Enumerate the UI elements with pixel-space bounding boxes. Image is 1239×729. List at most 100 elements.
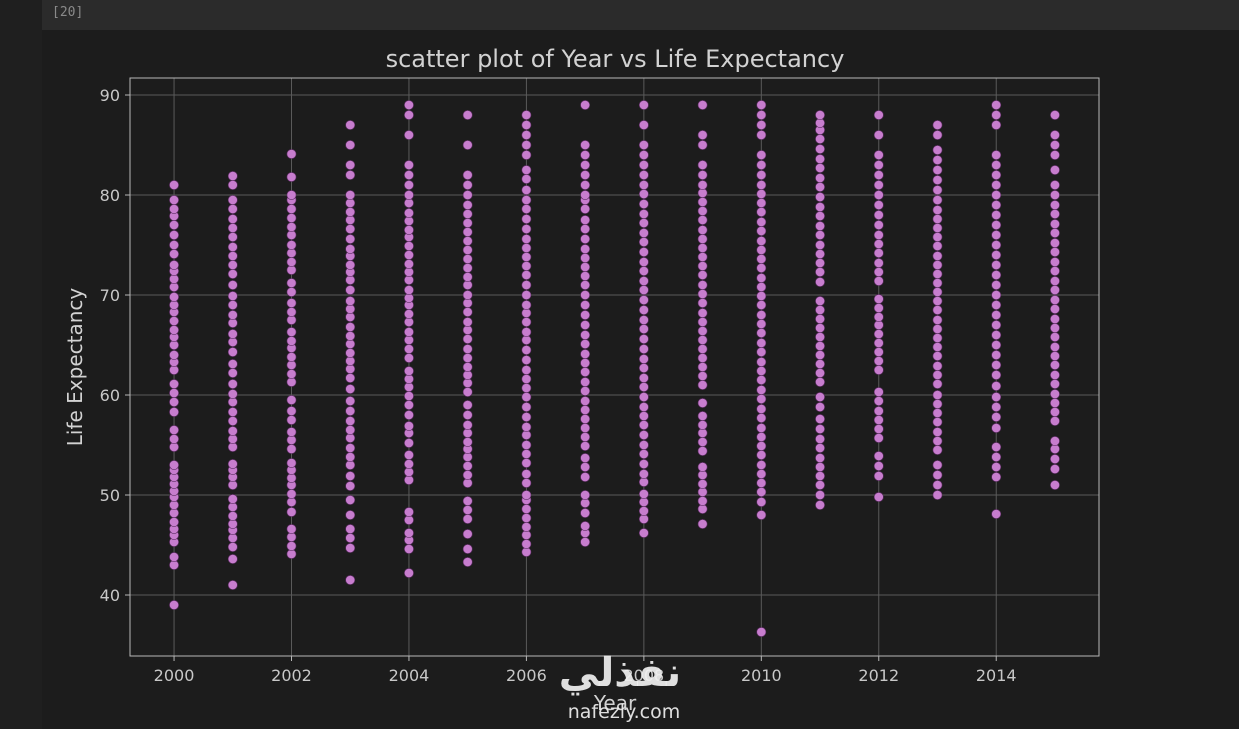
scatter-point	[697, 420, 708, 430]
scatter-point	[404, 259, 414, 269]
scatter-point	[521, 449, 532, 459]
scatter-point	[404, 400, 414, 410]
scatter-point	[873, 492, 884, 502]
scatter-point	[697, 479, 708, 489]
scatter-point	[521, 185, 532, 195]
scatter-point	[169, 350, 179, 360]
scatter-point	[580, 405, 591, 415]
scatter-point	[697, 326, 708, 336]
scatter-point	[1050, 219, 1060, 229]
scatter-point	[345, 481, 356, 491]
scatter-point	[404, 366, 414, 376]
scatter-point	[1050, 165, 1060, 175]
scatter-point	[462, 353, 473, 363]
scatter-point	[462, 344, 473, 354]
scatter-point	[521, 195, 532, 205]
scatter-point	[286, 213, 297, 223]
scatter-point	[932, 390, 943, 400]
scatter-point	[462, 334, 473, 344]
scatter-point	[1050, 295, 1060, 305]
scatter-point	[169, 230, 179, 240]
scatter-point	[404, 421, 414, 431]
scatter-point	[756, 510, 767, 520]
scatter-point	[521, 261, 532, 271]
scatter-point	[580, 414, 591, 424]
scatter-point	[991, 160, 1002, 170]
scatter-point	[286, 257, 297, 267]
scatter-point	[638, 170, 649, 180]
scatter-point	[580, 271, 591, 281]
scatter-point	[580, 244, 591, 254]
scatter-point	[697, 317, 708, 327]
scatter-point	[991, 170, 1002, 180]
scatter-point	[756, 310, 767, 320]
scatter-point	[286, 427, 297, 437]
scatter-point	[756, 282, 767, 292]
scatter-point	[638, 449, 649, 459]
scatter-point	[873, 200, 884, 210]
scatter-point	[404, 100, 414, 110]
scatter-point	[638, 354, 649, 364]
scatter-point	[345, 396, 356, 406]
scatter-point	[638, 420, 649, 430]
scatter-point	[932, 370, 943, 380]
scatter-point	[286, 444, 297, 454]
scatter-point	[638, 180, 649, 190]
scatter-point	[932, 460, 943, 470]
scatter-point	[462, 170, 473, 180]
scatter-point	[638, 150, 649, 160]
scatter-point	[756, 189, 767, 199]
scatter-point	[991, 472, 1002, 482]
scatter-point	[991, 392, 1002, 402]
scatter-point	[286, 489, 297, 499]
scatter-point	[932, 287, 943, 297]
scatter-point	[638, 489, 649, 499]
x-tick-label: 2014	[976, 666, 1017, 685]
scatter-point	[404, 225, 414, 235]
scatter-point	[227, 554, 238, 564]
scatter-point	[286, 298, 297, 308]
scatter-point	[462, 362, 473, 372]
scatter-point	[697, 344, 708, 354]
scatter-point	[932, 315, 943, 325]
scatter-point	[462, 420, 473, 430]
scatter-point	[1050, 130, 1060, 140]
scatter-point	[345, 120, 356, 130]
scatter-point	[815, 267, 825, 277]
scatter-point	[462, 290, 473, 300]
scatter-point	[638, 228, 649, 238]
scatter-point	[756, 469, 767, 479]
scatter-point	[638, 402, 649, 412]
scatter-point	[756, 497, 767, 507]
scatter-point	[756, 394, 767, 404]
scatter-point	[521, 355, 532, 365]
x-axis-label: Year	[593, 691, 637, 715]
scatter-point	[1050, 304, 1060, 314]
scatter-point	[345, 207, 356, 217]
scatter-point	[1050, 209, 1060, 219]
scatter-point	[404, 544, 414, 554]
scatter-point	[697, 437, 708, 447]
scatter-point	[991, 509, 1002, 519]
scatter-point	[580, 150, 591, 160]
scatter-point	[638, 506, 649, 516]
scatter-point	[227, 542, 238, 552]
scatter-point	[580, 358, 591, 368]
y-axis-ticks: 40 50 60 70 80 90	[100, 86, 130, 605]
scatter-point	[169, 388, 179, 398]
scatter-point	[638, 459, 649, 469]
scatter-point	[756, 150, 767, 160]
scatter-point	[345, 348, 356, 358]
scatter-point	[462, 236, 473, 246]
scatter-point	[756, 180, 767, 190]
scatter-point	[286, 507, 297, 517]
cell-input-bar	[42, 0, 1239, 30]
scatter-point	[521, 224, 532, 234]
scatter-point	[932, 480, 943, 490]
scatter-point	[815, 323, 825, 333]
y-tick-label: 70	[100, 286, 120, 305]
scatter-point	[169, 316, 179, 326]
scatter-point	[169, 552, 179, 562]
scatter-point	[815, 211, 825, 221]
scatter-point	[404, 130, 414, 140]
